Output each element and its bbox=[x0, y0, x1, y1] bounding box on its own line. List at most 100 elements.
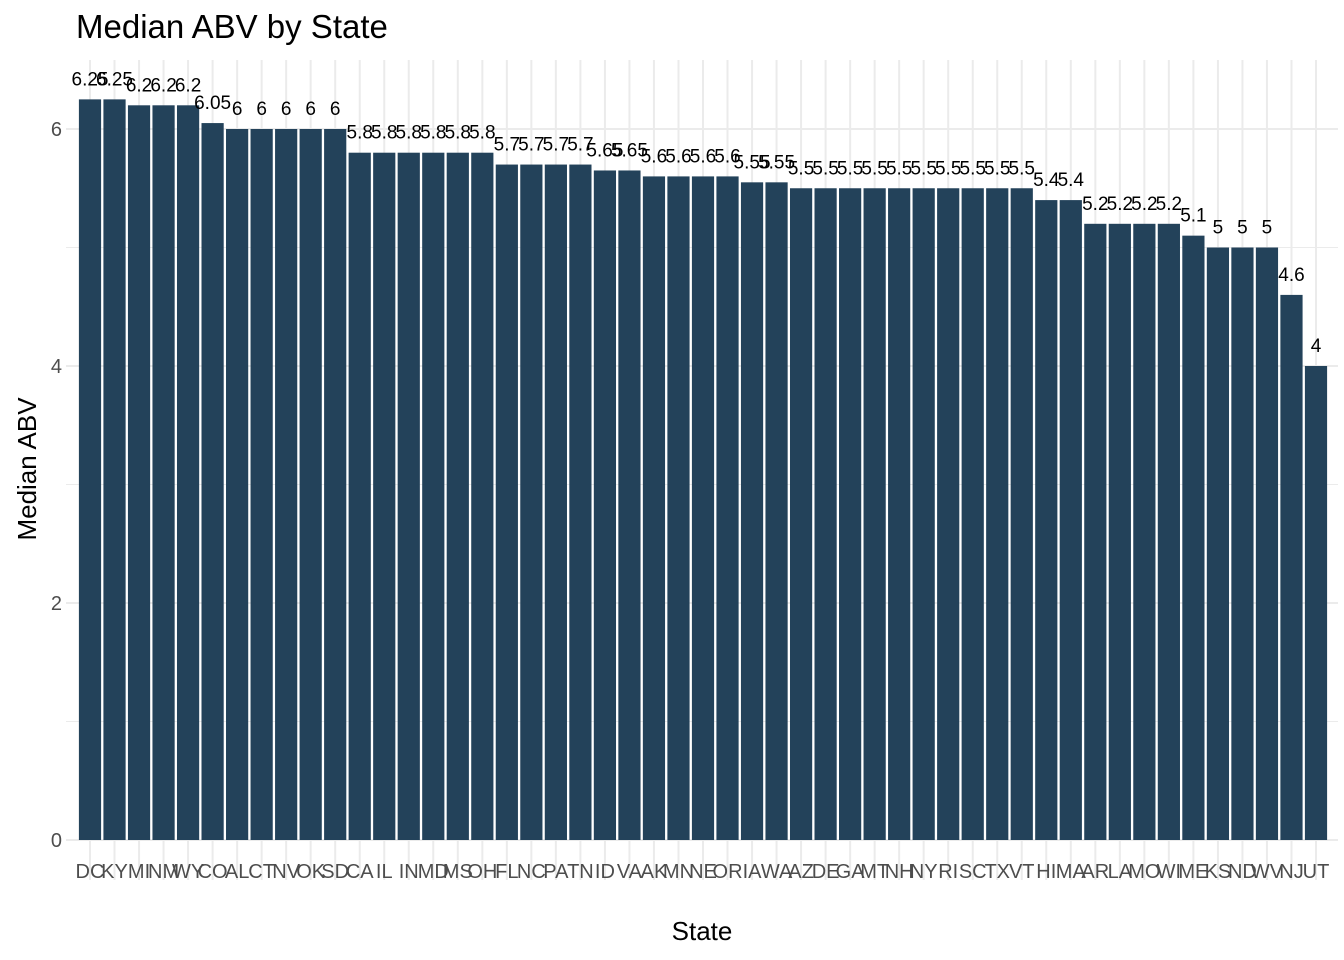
y-tick-label: 0 bbox=[51, 830, 62, 852]
bar-va bbox=[618, 170, 641, 841]
bar-ar bbox=[1084, 223, 1107, 841]
bar-mo bbox=[1133, 223, 1156, 841]
x-tick-label: DE bbox=[812, 861, 840, 883]
bar-value-label: 5.5 bbox=[960, 158, 986, 179]
x-tick-label: TX bbox=[984, 861, 1010, 883]
bar-value-label: 6 bbox=[281, 99, 292, 120]
x-tick-label: NE bbox=[689, 861, 717, 883]
x-tick-label: GA bbox=[836, 861, 866, 883]
bar-value-label: 4.6 bbox=[1278, 265, 1304, 286]
bar-value-label: 5.7 bbox=[518, 135, 544, 156]
bar-de bbox=[814, 188, 837, 840]
bar-pa bbox=[544, 164, 567, 841]
bar-value-label: 5.65 bbox=[586, 140, 623, 161]
x-tick-label: UT bbox=[1303, 861, 1330, 883]
bar-value-label: 6 bbox=[256, 99, 267, 120]
x-tick-label: ND bbox=[1228, 861, 1257, 883]
bar-value-label: 5.2 bbox=[1156, 194, 1182, 215]
bar-ri bbox=[937, 188, 960, 840]
x-tick-label: CO bbox=[198, 861, 228, 883]
x-tick-label: IL bbox=[376, 861, 393, 883]
x-tick-label: AL bbox=[225, 861, 249, 883]
bar-ok bbox=[299, 129, 322, 840]
bar-value-label: 5.5 bbox=[886, 158, 912, 179]
bar-dc bbox=[78, 99, 102, 840]
bar-ak bbox=[642, 176, 666, 840]
bar-value-label: 5.8 bbox=[371, 123, 397, 144]
y-tick-label: 4 bbox=[51, 356, 62, 378]
x-tick-label: RI bbox=[938, 861, 958, 883]
bar-value-label: 5.5 bbox=[861, 158, 887, 179]
bar-md bbox=[422, 152, 445, 840]
x-tick-label: MD bbox=[418, 861, 449, 883]
bar-mi bbox=[127, 105, 151, 841]
bar-value-label: 5.6 bbox=[690, 146, 716, 167]
bar-value-label: 5.65 bbox=[611, 140, 648, 161]
bar-value-label: 5.2 bbox=[1107, 194, 1133, 215]
x-tick-label: ME bbox=[1178, 861, 1208, 883]
x-tick-label: AR bbox=[1081, 861, 1109, 883]
x-tick-label: OH bbox=[467, 861, 497, 883]
x-tick-label: MA bbox=[1056, 861, 1087, 883]
bar-value-label: 5.7 bbox=[543, 135, 569, 156]
x-tick-label: SD bbox=[321, 861, 349, 883]
bar-ut bbox=[1304, 366, 1328, 840]
bar-value-label: 5.2 bbox=[1131, 194, 1157, 215]
bar-nv bbox=[275, 129, 298, 840]
bar-value-labels: 6.256.256.26.26.26.05 6 6 6 6 65.85.85.85.85.… bbox=[72, 69, 1322, 357]
bar-value-label: 6.2 bbox=[126, 75, 152, 96]
bar-value-label: 6.2 bbox=[175, 75, 201, 96]
bar-sd bbox=[324, 129, 347, 840]
bar-value-label: 5.5 bbox=[984, 158, 1010, 179]
y-axis-ticks: 0 2 4 6 bbox=[51, 119, 62, 852]
bar-value-label: 5.4 bbox=[1033, 170, 1060, 191]
bar-tx bbox=[986, 188, 1009, 840]
bar-value-label: 5.55 bbox=[758, 152, 795, 173]
x-tick-label: IN bbox=[399, 861, 419, 883]
x-tick-label: MO bbox=[1128, 861, 1160, 883]
bar-nj bbox=[1280, 294, 1303, 840]
bar-value-label: 5.1 bbox=[1180, 206, 1206, 227]
bar-value-label: 5 bbox=[1262, 218, 1273, 239]
bar-value-label: 5.6 bbox=[641, 146, 667, 167]
chart-title: Median ABV by State bbox=[76, 8, 388, 45]
x-tick-label: IA bbox=[743, 861, 763, 883]
bar-vt bbox=[1010, 188, 1033, 840]
bar-value-label: 5.2 bbox=[1082, 194, 1108, 215]
bar-in bbox=[397, 152, 420, 840]
x-tick-label: DC bbox=[76, 861, 105, 883]
x-tick-label: KY bbox=[101, 861, 128, 883]
bar-me bbox=[1182, 235, 1205, 840]
bar-value-label: 6.05 bbox=[194, 93, 231, 114]
bar-value-label: 5.4 bbox=[1058, 170, 1085, 191]
x-tick-label: MT bbox=[860, 861, 889, 883]
x-tick-label: MS bbox=[443, 861, 473, 883]
bar-ks bbox=[1206, 247, 1230, 840]
x-tick-label: NC bbox=[517, 861, 546, 883]
bar-value-label: 5.8 bbox=[420, 123, 446, 144]
bar-value-label: 5.6 bbox=[714, 146, 740, 167]
y-tick-label: 6 bbox=[51, 119, 62, 141]
x-tick-label: TN bbox=[567, 861, 594, 883]
bar-nh bbox=[888, 188, 911, 840]
bar-value-label: 5.8 bbox=[396, 123, 422, 144]
x-tick-label: CT bbox=[248, 861, 275, 883]
bar-wv bbox=[1255, 247, 1279, 840]
bar-value-label: 6 bbox=[232, 99, 243, 120]
bar-value-label: 5.55 bbox=[734, 152, 771, 173]
bar-co bbox=[201, 123, 224, 840]
bars bbox=[78, 99, 1328, 841]
x-tick-label: WA bbox=[761, 861, 793, 883]
bar-value-label: 5.5 bbox=[910, 158, 936, 179]
x-tick-label: NV bbox=[272, 861, 300, 883]
bar-value-label: 6 bbox=[330, 99, 341, 120]
bar-value-label: 6.25 bbox=[72, 69, 109, 90]
bar-ga bbox=[839, 188, 862, 840]
bar-il bbox=[373, 152, 396, 840]
bar-wi bbox=[1157, 223, 1180, 841]
bar-ne bbox=[691, 176, 715, 840]
bar-hi bbox=[1035, 200, 1058, 841]
bar-wy bbox=[176, 105, 200, 841]
